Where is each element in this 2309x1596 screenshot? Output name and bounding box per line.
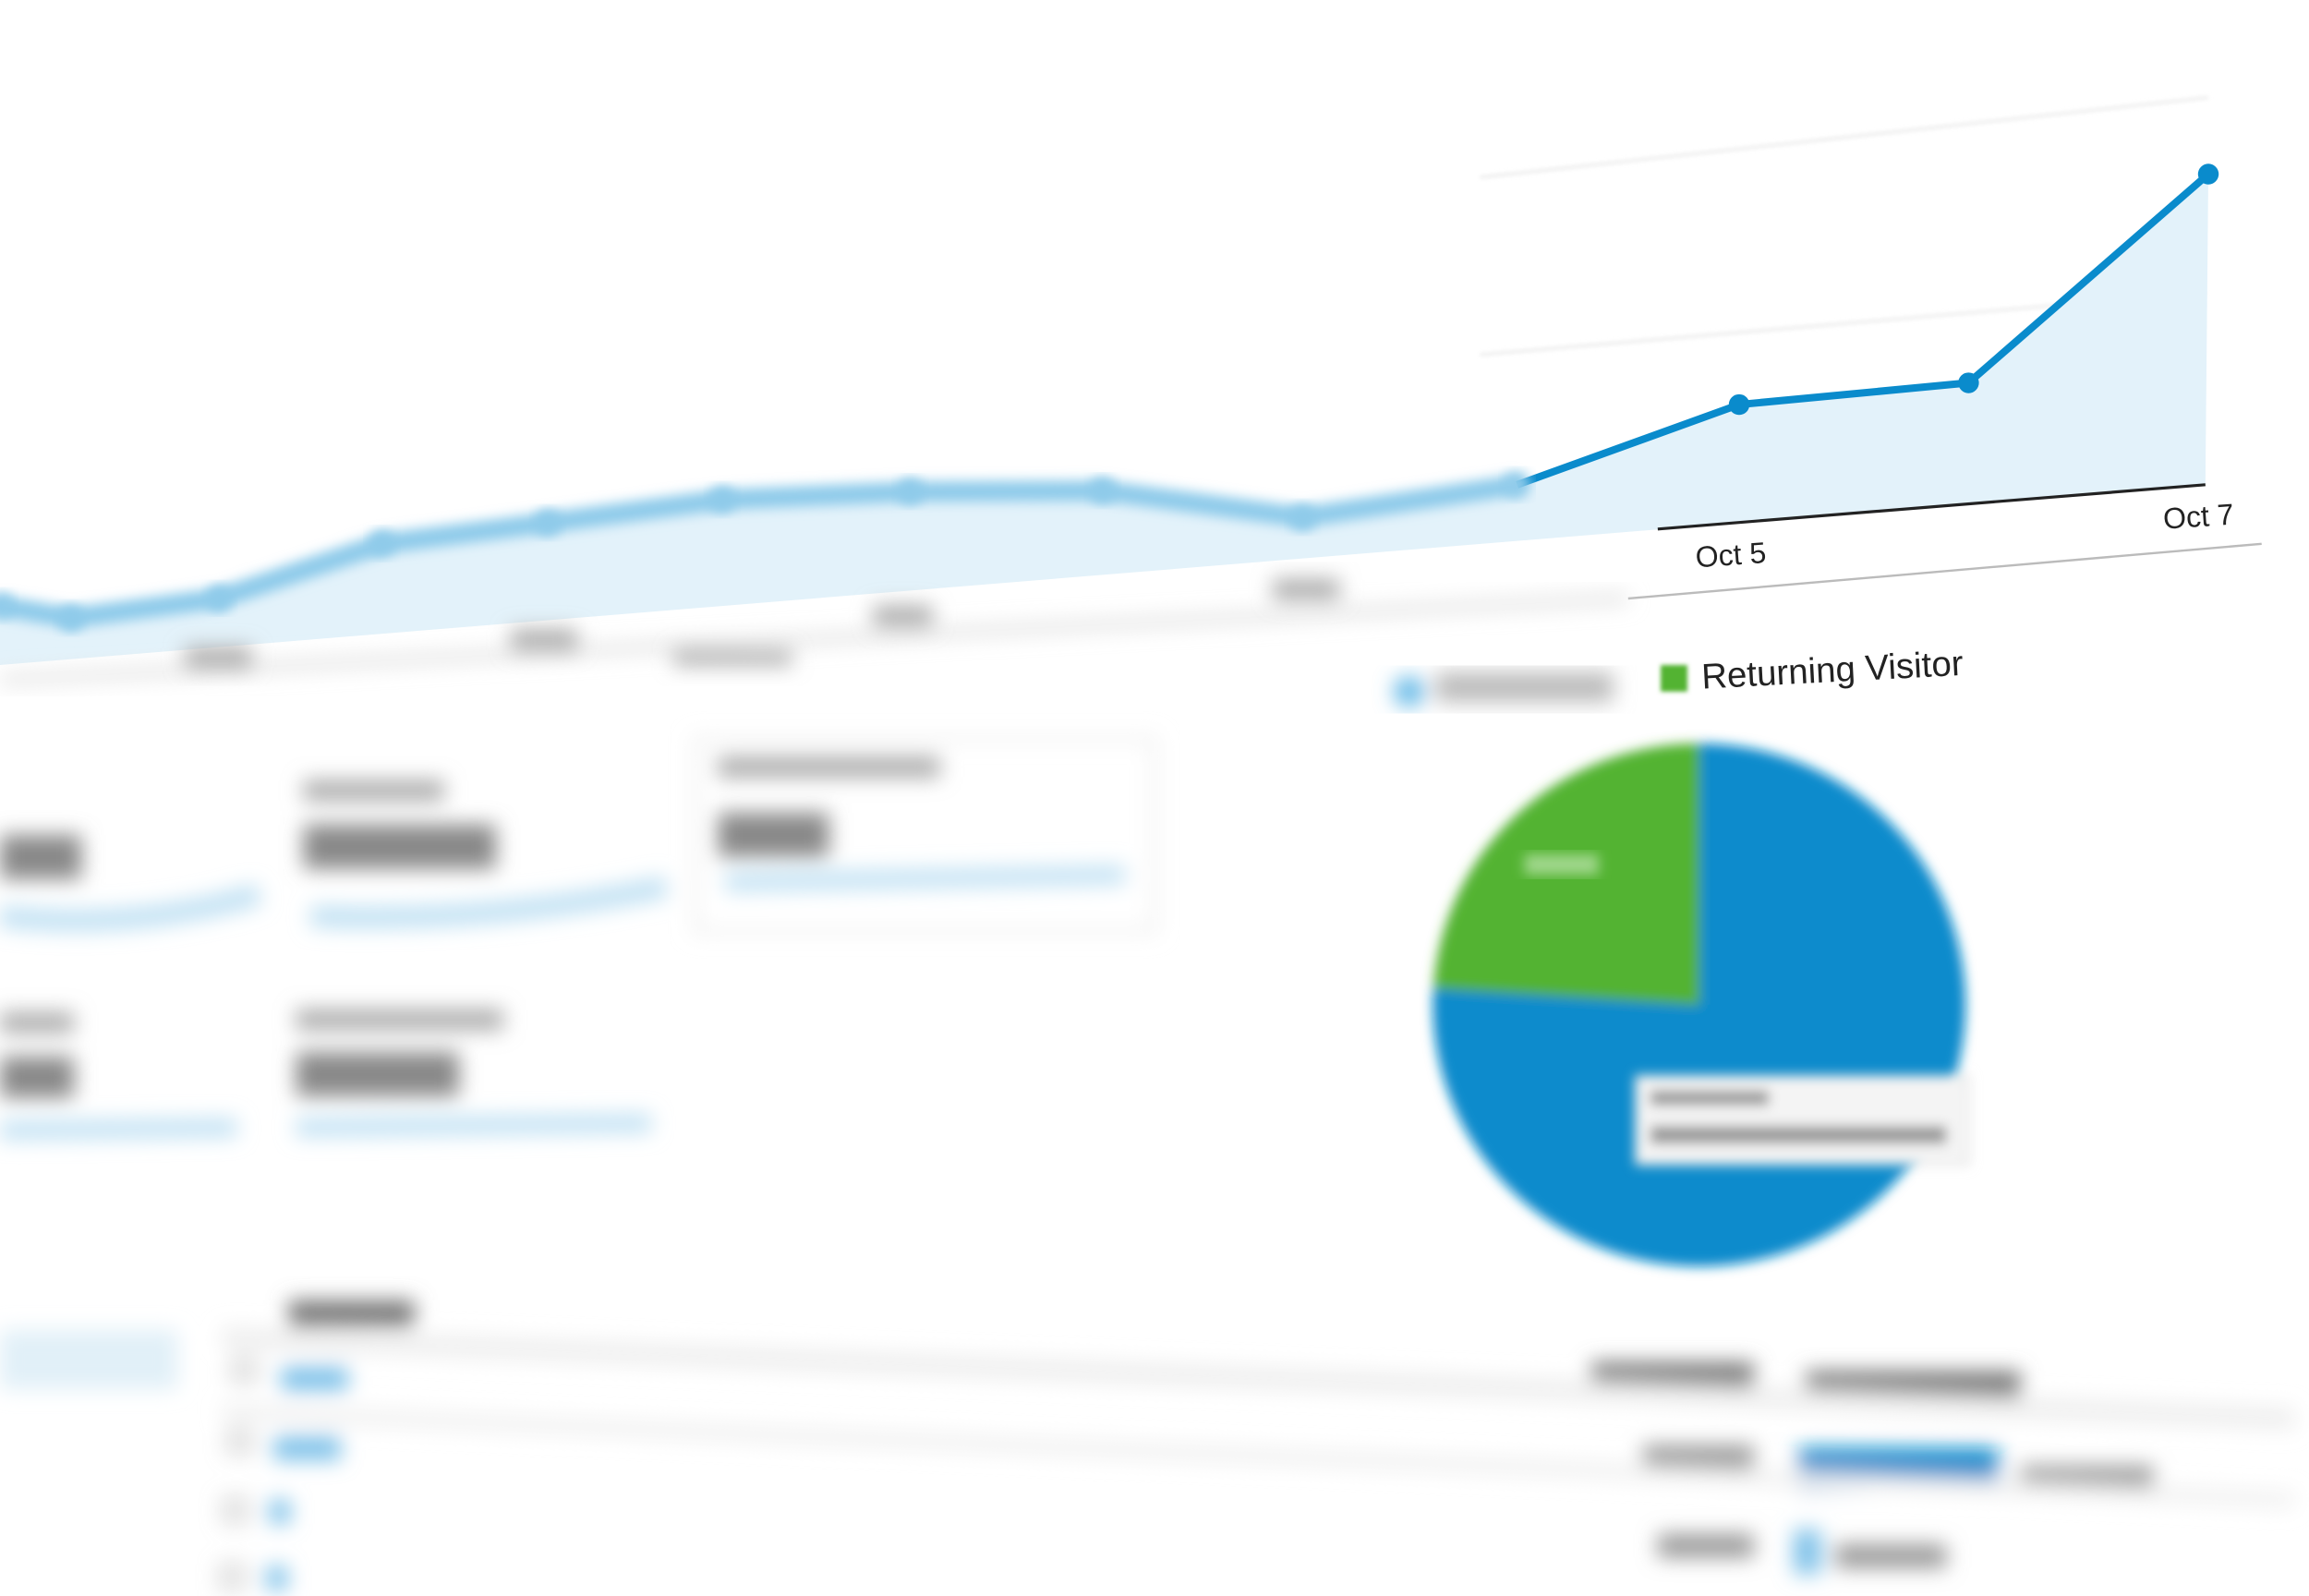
visitor-pie-chart [1433,743,1966,1267]
data-point[interactable] [2197,163,2219,185]
metric-cards [0,735,1158,1140]
table-row[interactable] [269,1500,291,1524]
x-tick-oct7: Oct 7 [2162,498,2235,536]
legend-returning-swatch [1661,665,1687,692]
metric-card[interactable] [296,1009,652,1137]
data-point[interactable] [1728,393,1750,416]
pie-slice-label [1524,853,1599,876]
legend-returning-visitor[interactable]: Returning Visitor [1661,644,1964,697]
metric-card[interactable] [0,1012,237,1140]
row-checkbox[interactable] [219,1564,246,1590]
x-axis-line [1657,483,2206,531]
data-point[interactable] [897,478,924,505]
data-point[interactable] [1288,503,1316,531]
data-point[interactable] [57,604,85,632]
data-point[interactable] [534,509,562,537]
metric-card[interactable] [303,780,669,928]
data-point[interactable] [205,585,233,612]
table-row[interactable] [266,1566,287,1590]
area-fill [0,174,2209,666]
row-checkbox[interactable] [231,1357,258,1383]
legend-new-visitor-swatch [1394,676,1424,707]
data-point[interactable] [0,592,14,620]
metric-card[interactable] [0,835,262,931]
x-axis-lower-blur [0,594,1629,684]
legend-new-visitor-label [1435,672,1614,702]
column-header [288,1300,415,1327]
row-checkbox[interactable] [223,1497,248,1523]
metric-card[interactable] [693,735,1158,935]
data-point[interactable] [1958,372,1979,393]
legend-returning-label: Returning Visitor [1700,644,1964,697]
data-point[interactable] [369,530,395,557]
table-filter-input[interactable] [0,1330,178,1389]
series-line [1516,171,2211,489]
blurred-x-ticks [185,579,1340,669]
data-point[interactable] [1504,471,1531,499]
pie-legend: Returning Visitor [1394,644,1964,707]
data-table [0,1300,2295,1590]
x-tick-oct5: Oct 5 [1695,536,1768,574]
data-point[interactable] [1089,477,1117,504]
sessions-area-chart [0,163,2219,666]
x-axis-lower-line [1627,542,2262,600]
table-row[interactable] [273,1436,1947,1574]
pie-tooltip [1635,1075,1970,1166]
legend-new-visitor[interactable] [1394,672,1614,707]
row-checkbox[interactable] [226,1428,253,1454]
series-line-blurred [0,474,1519,629]
data-point[interactable] [708,486,736,514]
